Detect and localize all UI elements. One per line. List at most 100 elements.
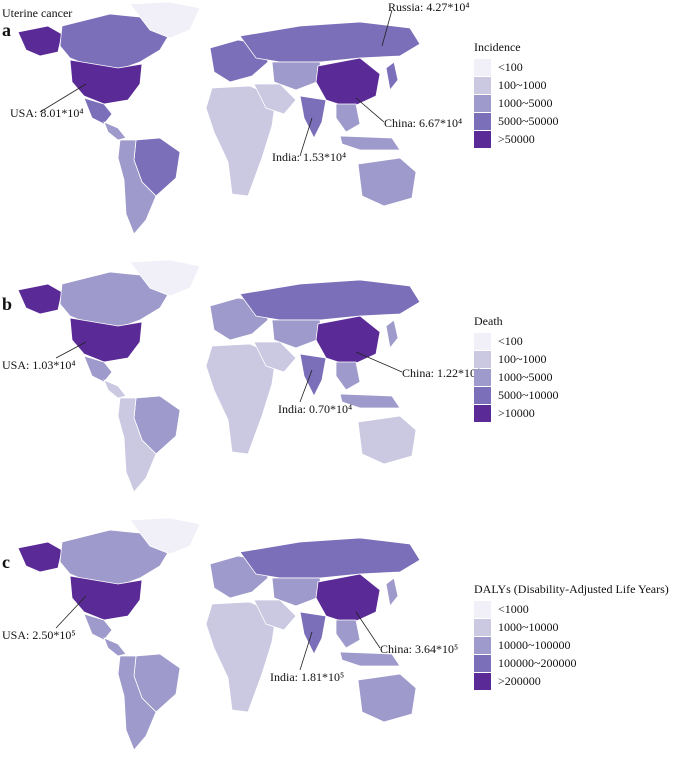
legend-label: 1000~5000 <box>498 95 553 110</box>
region-southeast-asia <box>335 361 361 391</box>
region-alaska <box>17 541 63 573</box>
region-middle-east <box>253 599 297 631</box>
region-alaska <box>17 283 63 315</box>
legend-item: >200000 <box>474 672 669 690</box>
annotation-usa: USA: 8.01*10⁴ <box>10 106 84 120</box>
region-usa <box>69 575 143 621</box>
region-canada <box>59 271 173 329</box>
region-india <box>299 611 327 655</box>
legend-item: 100~1000 <box>474 76 559 94</box>
region-south-america-other <box>117 139 157 235</box>
region-japan <box>385 577 399 607</box>
region-central-asia <box>271 577 323 607</box>
legend-item: 5000~10000 <box>474 386 559 404</box>
legend-title: Incidence <box>474 40 521 54</box>
leader-line <box>299 369 313 403</box>
legend-label: 100~1000 <box>498 77 547 92</box>
leader-line <box>55 595 87 629</box>
leader-line <box>355 351 403 373</box>
annotation-india: India: 0.70*10⁴ <box>278 402 353 416</box>
region-usa <box>69 317 143 363</box>
legend-swatch <box>474 654 491 672</box>
region-canada <box>59 13 173 71</box>
leader-line <box>299 631 313 671</box>
legend-swatch <box>474 600 491 618</box>
panel-c: c USA: 2.50*10⁵ China: 3.64*10⁵ India: 1… <box>0 516 685 771</box>
legend-swatch <box>474 130 491 148</box>
region-russia <box>239 279 421 321</box>
leader-line <box>299 117 313 157</box>
region-india <box>299 353 327 397</box>
world-map-b <box>17 259 421 493</box>
annotation-china: China: 6.67*10⁴ <box>384 116 463 130</box>
region-alaska <box>17 25 63 57</box>
region-australia <box>357 673 417 723</box>
region-south-america-other <box>117 397 157 493</box>
legend-incidence: Incidence <100 100~1000 1000~5000 5000~5000… <box>474 40 559 148</box>
region-middle-east <box>253 341 297 373</box>
region-japan <box>385 61 399 91</box>
annotation-india: India: 1.53*10⁴ <box>272 150 347 164</box>
world-map-a <box>17 1 421 235</box>
leader-line <box>381 9 393 47</box>
legend-item: 1000~5000 <box>474 368 559 386</box>
legend-swatch <box>474 58 491 76</box>
panel-b: b USA: 1.03*10⁴ China: 1.22*10⁴ India: 0… <box>0 258 685 513</box>
legend-label: 10000~100000 <box>498 637 571 652</box>
legend-label: <1000 <box>498 601 529 616</box>
region-indonesia <box>339 651 401 667</box>
region-china <box>315 57 381 109</box>
region-indonesia <box>339 393 401 409</box>
legend-label: <100 <box>498 59 523 74</box>
region-mexico <box>83 97 113 125</box>
region-russia <box>239 537 421 579</box>
region-usa <box>69 59 143 105</box>
annotation-russia: Russia: 4.27*10⁴ <box>388 0 470 14</box>
region-russia <box>239 21 421 63</box>
panel-a: Uterine cancer a USA: 8.01*10⁴ Russia: 4… <box>0 0 685 255</box>
region-central-america <box>103 379 127 399</box>
legend-swatch <box>474 94 491 112</box>
legend-item: 1000~5000 <box>474 94 559 112</box>
legend-item: 10000~100000 <box>474 636 669 654</box>
legend-label: 100~1000 <box>498 351 547 366</box>
legend-label: >200000 <box>498 673 541 688</box>
region-mexico <box>83 613 113 641</box>
panel-letter-b: b <box>2 294 13 314</box>
legend-label: >10000 <box>498 405 535 420</box>
annotation-china: China: 3.64*10⁵ <box>380 642 459 656</box>
legend-swatch <box>474 350 491 368</box>
panel-letter-c: c <box>2 552 10 572</box>
region-australia <box>357 415 417 465</box>
legend-swatch <box>474 368 491 386</box>
legend-label: 5000~10000 <box>498 387 559 402</box>
legend-label: 100000~200000 <box>498 655 577 670</box>
legend-label: 1000~10000 <box>498 619 559 634</box>
panel-letter-a: a <box>2 20 11 40</box>
region-middle-east <box>253 83 297 115</box>
legend-swatch <box>474 672 491 690</box>
legend-label: >50000 <box>498 131 535 146</box>
annotation-china: China: 1.22*10⁴ <box>402 366 481 380</box>
legend-item: 100~1000 <box>474 350 559 368</box>
region-central-america <box>103 121 127 141</box>
legend-swatch <box>474 636 491 654</box>
region-south-america-other <box>117 655 157 751</box>
region-japan <box>385 319 399 349</box>
legend-swatch <box>474 618 491 636</box>
legend-title: Death <box>474 314 503 328</box>
region-china <box>315 315 381 367</box>
legend-item: <1000 <box>474 600 669 618</box>
legend-label: <100 <box>498 333 523 348</box>
legend-item: >10000 <box>474 404 559 422</box>
annotation-usa: USA: 1.03*10⁴ <box>2 358 76 372</box>
region-greenland <box>129 259 201 297</box>
legend-swatch <box>474 386 491 404</box>
legend-item: 5000~50000 <box>474 112 559 130</box>
legend-label: 5000~50000 <box>498 113 559 128</box>
legend-death: Death <100 100~1000 1000~5000 5000~10000 >10… <box>474 314 559 422</box>
region-china <box>315 573 381 625</box>
legend-swatch <box>474 404 491 422</box>
legend-item: >50000 <box>474 130 559 148</box>
legend-swatch <box>474 76 491 94</box>
